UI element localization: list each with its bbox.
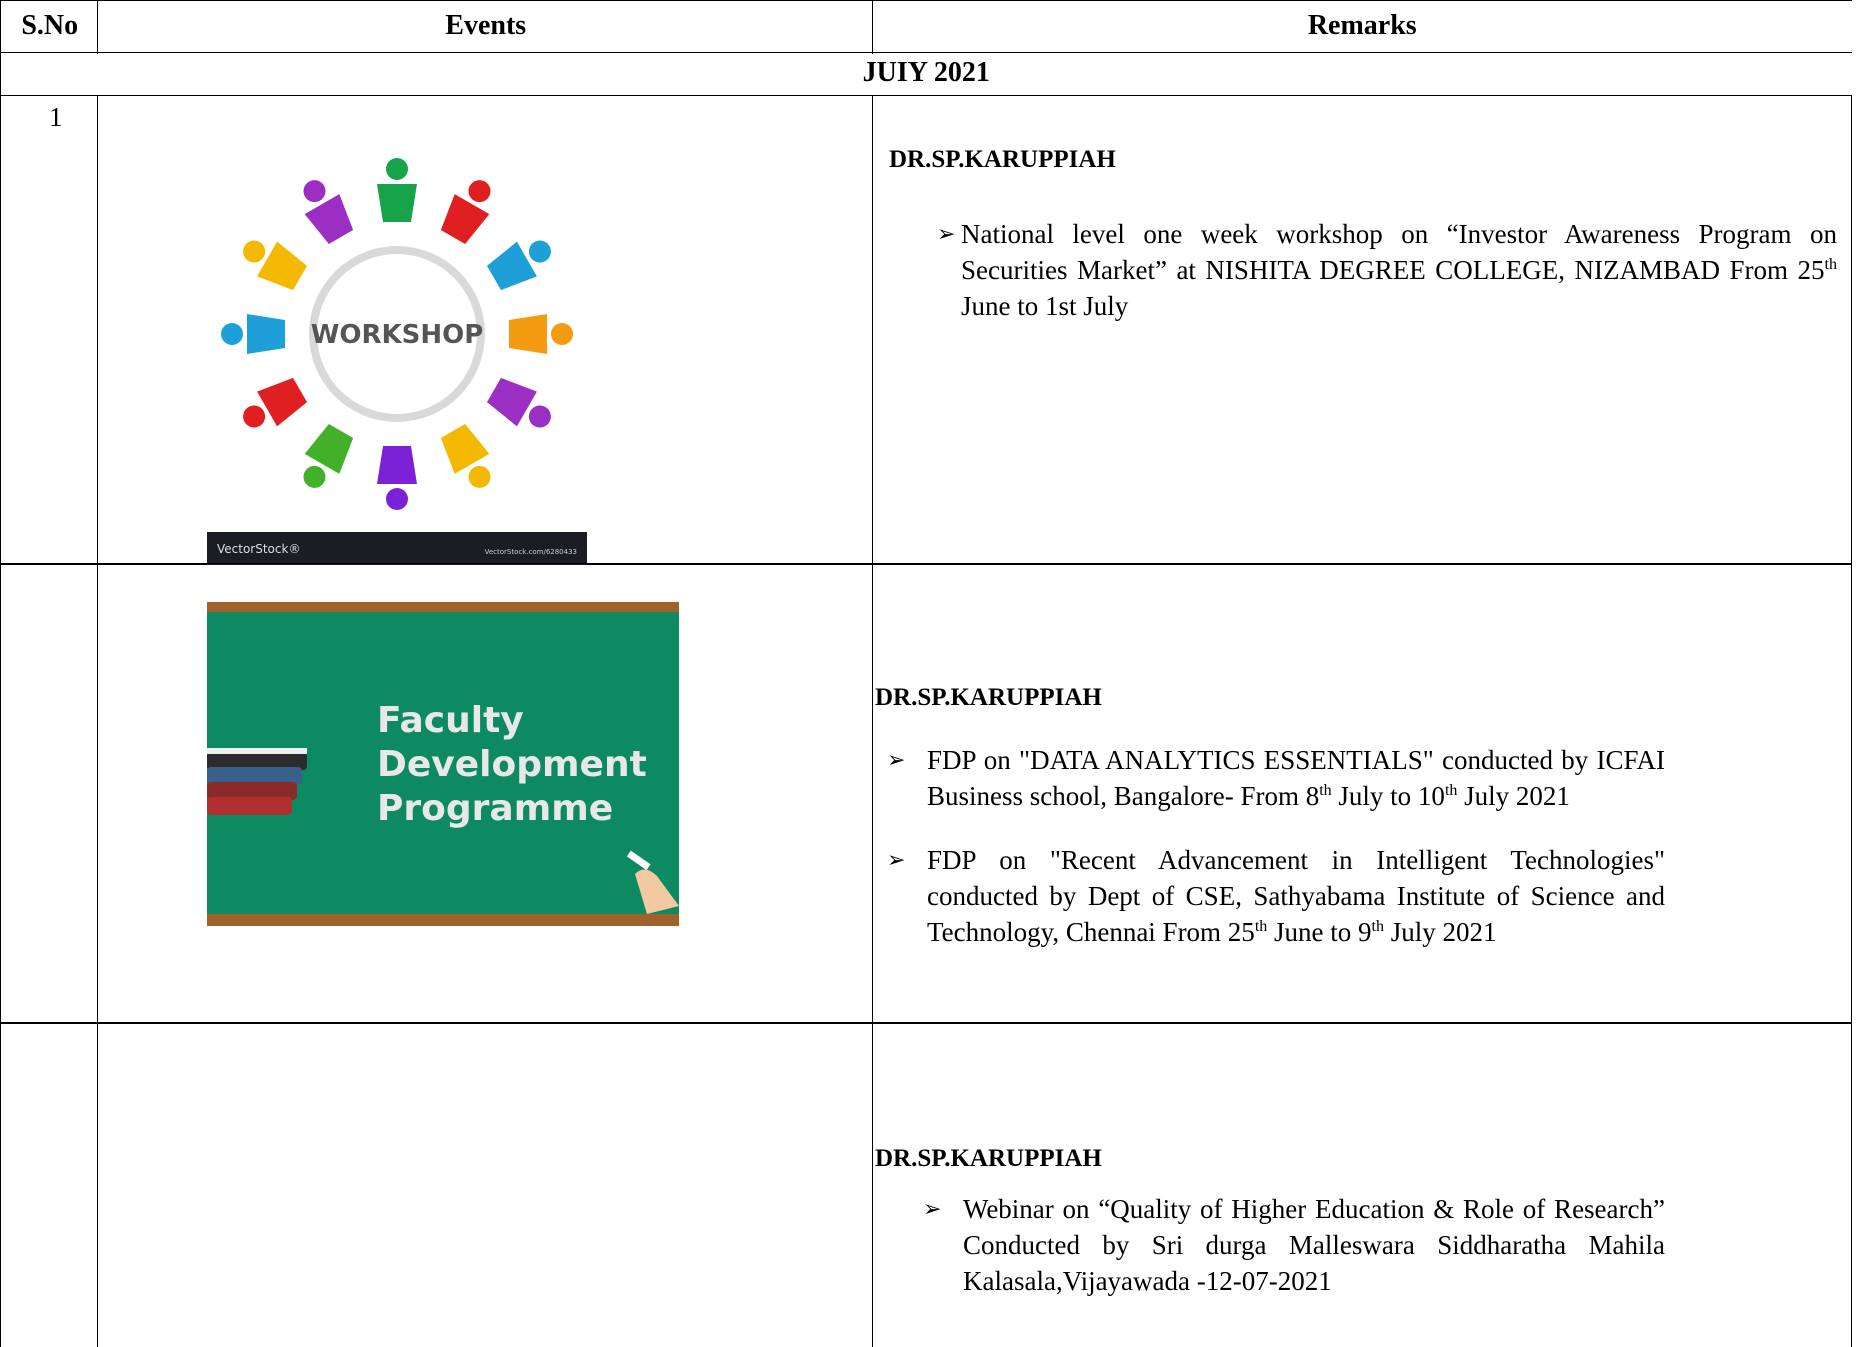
watermark-bar xyxy=(207,532,587,565)
watermark-brand: VectorStock® xyxy=(217,542,300,556)
image-caption: Faculty xyxy=(377,700,524,741)
person-icon xyxy=(243,240,308,291)
text: July 2021 xyxy=(1383,917,1497,947)
image-caption: Programme xyxy=(377,788,613,829)
body xyxy=(247,314,285,354)
superscript: th xyxy=(1254,918,1268,935)
bullet-item: Webinar on “Quality of Higher Education … xyxy=(923,1191,1665,1299)
person-icon xyxy=(486,240,551,291)
head xyxy=(468,180,491,203)
watermark-url: VectorStock.com/6280433 xyxy=(485,548,577,556)
remarks-cell: DR.SP.KARUPPIAH Webinar on “Quality of Hi… xyxy=(872,1022,1852,1347)
pages xyxy=(207,748,307,754)
bullet-item: FDP on "Recent Advancement in Intelligen… xyxy=(887,842,1665,950)
event-cell: Faculty Development Programme xyxy=(97,563,874,1024)
body xyxy=(440,194,490,245)
text: July to 10 xyxy=(1331,781,1445,811)
superscript: th xyxy=(1824,256,1837,273)
superscript: th xyxy=(1371,918,1384,935)
inner xyxy=(317,254,477,414)
body xyxy=(377,184,417,222)
text: July 2021 xyxy=(1457,781,1570,811)
body xyxy=(257,377,308,427)
head xyxy=(386,488,408,510)
bullet-list: National level one week workshop on “Inv… xyxy=(937,216,1837,352)
bullet-item: National level one week workshop on “Inv… xyxy=(937,216,1837,324)
superscript: th xyxy=(1444,782,1458,799)
head xyxy=(528,240,551,263)
head xyxy=(386,158,408,180)
head xyxy=(303,180,326,203)
body xyxy=(304,194,354,245)
book xyxy=(207,782,297,800)
head xyxy=(243,405,266,428)
bullet-list: Webinar on “Quality of Higher Education … xyxy=(923,1191,1665,1327)
body xyxy=(257,241,308,291)
head xyxy=(551,323,573,345)
body xyxy=(377,446,417,484)
month-cell: JUIY 2021 xyxy=(0,52,1852,97)
text: FDP on "Recent Advancement in Intelligen… xyxy=(927,845,1665,947)
hand xyxy=(635,869,679,914)
text: June to 9 xyxy=(1267,917,1372,947)
person-icon xyxy=(377,158,417,222)
header-cell: S.No xyxy=(0,0,99,54)
text: FDP on "DATA ANALYTICS ESSENTIALS" condu… xyxy=(927,745,1665,811)
faculty-name: DR.SP.KARUPPIAH xyxy=(889,146,1116,173)
body xyxy=(440,423,490,474)
sno-cell: 1 xyxy=(0,95,99,565)
bullet-item: FDP on "DATA ANALYTICS ESSENTIALS" condu… xyxy=(887,742,1665,814)
body xyxy=(304,423,354,474)
text: Webinar on “Quality of Higher Education … xyxy=(963,1194,1665,1296)
chalk xyxy=(626,850,651,871)
body xyxy=(486,241,537,291)
body xyxy=(509,314,547,354)
header-cell: Events xyxy=(97,0,874,54)
remarks-cell: DR.SP.KARUPPIAH FDP on "DATA ANALYTICS ES… xyxy=(872,563,1852,1024)
sno-cell xyxy=(0,563,99,1024)
event-image: WORKSHOP VectorStock® VectorStock.com/6280… xyxy=(207,158,587,565)
remarks-cell: DR.SP.KARUPPIAH National level one week w… xyxy=(872,95,1852,565)
faculty-name: DR.SP.KARUPPIAH xyxy=(875,684,1102,711)
image-caption: Development xyxy=(377,744,647,785)
bullet-list: FDP on "DATA ANALYTICS ESSENTIALS" condu… xyxy=(887,742,1665,978)
event-cell xyxy=(97,1022,874,1347)
image-caption: WORKSHOP xyxy=(311,320,484,350)
text: National level one week workshop on “Inv… xyxy=(961,219,1837,285)
faculty-name: DR.SP.KARUPPIAH xyxy=(875,1145,1102,1172)
book xyxy=(207,797,292,815)
person-icon xyxy=(221,314,285,354)
person-icon xyxy=(377,446,417,510)
head xyxy=(528,405,551,428)
superscript: th xyxy=(1319,782,1332,799)
text: June to 1st July xyxy=(961,291,1129,321)
event-cell: WORKSHOP VectorStock® VectorStock.com/6280… xyxy=(97,95,874,565)
sno-cell xyxy=(0,1022,99,1347)
person-icon xyxy=(440,423,491,488)
person-icon xyxy=(243,377,308,428)
person-icon xyxy=(303,180,354,245)
head xyxy=(221,323,243,345)
book xyxy=(207,767,302,785)
head xyxy=(303,465,326,488)
person-icon xyxy=(509,314,573,354)
book xyxy=(207,752,307,770)
head xyxy=(243,240,266,263)
person-icon xyxy=(486,377,551,428)
header-cell: Remarks xyxy=(872,0,1852,54)
person-icon xyxy=(440,180,491,245)
body xyxy=(486,377,537,427)
person-icon xyxy=(303,423,354,488)
head xyxy=(468,465,491,488)
